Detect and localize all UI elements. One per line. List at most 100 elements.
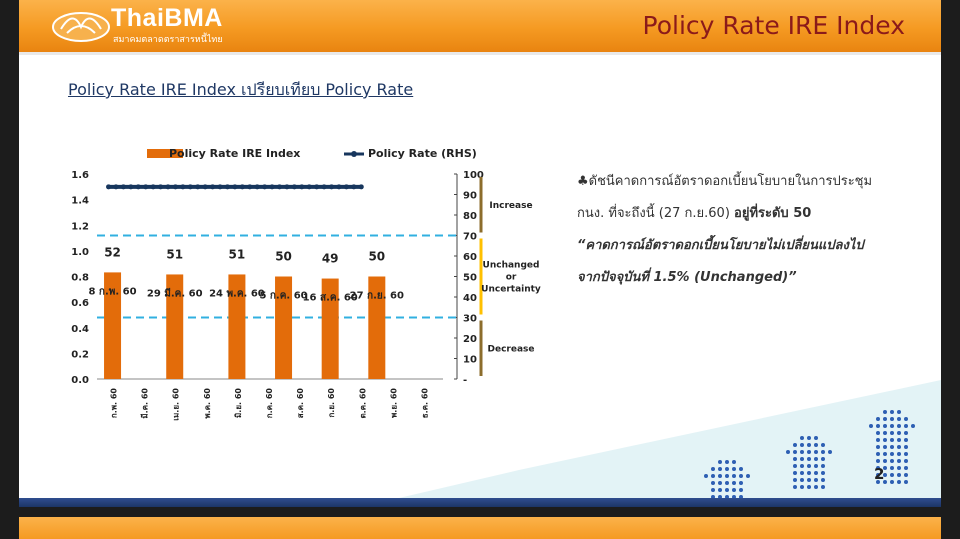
policy-rate-point	[120, 184, 126, 190]
decor-dot	[904, 431, 908, 435]
x-tick-label: ธ.ค. 60	[420, 388, 429, 419]
decor-dot	[732, 474, 736, 478]
policy-rate-point	[329, 184, 335, 190]
policy-rate-point	[106, 184, 112, 190]
x-tick-label: มิ.ย. 60	[234, 388, 243, 418]
decor-dot	[904, 473, 908, 477]
decor-dot	[814, 443, 818, 447]
decor-dot	[876, 452, 880, 456]
decor-dot	[725, 467, 729, 471]
decor-dot	[739, 467, 743, 471]
decor-dot	[718, 481, 722, 485]
decor-dot	[821, 457, 825, 461]
decor-dot	[800, 464, 804, 468]
decor-dot	[725, 460, 729, 464]
note-bullet-text: ดัชนีคาดการณ์อัตราดอกเบี้ยนโยบายในการประ…	[588, 174, 873, 189]
decor-dot	[904, 480, 908, 484]
decor-dot	[883, 445, 887, 449]
policy-rate-point	[321, 184, 327, 190]
decor-dot	[807, 485, 811, 489]
decor-dot	[883, 424, 887, 428]
decor-dot	[897, 473, 901, 477]
policy-rate-point	[143, 184, 149, 190]
y-left-tick-label: 0.8	[71, 273, 89, 284]
bar	[275, 276, 293, 379]
decor-dot	[883, 466, 887, 470]
decor-dot	[725, 474, 729, 478]
policy-rate-point	[187, 184, 193, 190]
x-tick-label: ก.ย. 60	[327, 388, 336, 418]
y-right-tick-label: 20	[463, 334, 477, 345]
decor-dot	[828, 450, 832, 454]
decor-dot	[793, 485, 797, 489]
zone-label: or	[506, 273, 517, 283]
decor-dot	[897, 424, 901, 428]
decor-dot	[876, 466, 880, 470]
decor-dot	[746, 474, 750, 478]
decor-dot	[904, 466, 908, 470]
note-bullet: ♣ดัชนีคาดการณ์อัตราดอกเบี้ยนโยบายในการปร…	[577, 166, 927, 230]
policy-rate-point	[224, 184, 230, 190]
decor-dot	[883, 417, 887, 421]
policy-rate-point	[128, 184, 134, 190]
legend-label-bars: Policy Rate IRE Index	[169, 147, 300, 160]
logo-flower-icon	[52, 12, 110, 42]
decor-dot	[876, 473, 880, 477]
note-bullet-bold: อยู่ที่ระดับ 50	[734, 206, 812, 221]
bar	[166, 274, 184, 379]
policy-rate-point	[135, 184, 141, 190]
y-right-tick-label: 40	[463, 293, 477, 304]
note-bullet-line2: กนง. ที่จะถึงนี้ (27 ก.ย.60)	[577, 206, 735, 221]
decor-dot	[821, 443, 825, 447]
decor-dot	[800, 450, 804, 454]
y-left-tick-label: 1.4	[71, 196, 89, 207]
dotted-arrow-icons	[704, 410, 915, 499]
decor-dot	[883, 480, 887, 484]
decor-dot	[807, 443, 811, 447]
decor-dot	[821, 464, 825, 468]
policy-rate-point	[343, 184, 349, 190]
decor-dot	[904, 438, 908, 442]
y-right-tick-label: 70	[463, 232, 477, 243]
decorative-background	[399, 380, 941, 499]
decor-dot	[807, 478, 811, 482]
decor-dot	[897, 445, 901, 449]
policy-rate-point	[262, 184, 268, 190]
decor-dot	[732, 467, 736, 471]
decor-dot	[711, 474, 715, 478]
y-right-tick-label: -	[463, 375, 467, 386]
decor-dot	[904, 417, 908, 421]
x-tick-label: พ.ค. 60	[203, 388, 212, 419]
decor-dot	[821, 485, 825, 489]
policy-rate-point	[277, 184, 283, 190]
page-title: Policy Rate IRE Index	[642, 11, 905, 40]
decor-dot	[890, 473, 894, 477]
decor-dot	[890, 431, 894, 435]
policy-rate-point	[284, 184, 290, 190]
x-tick-label: ก.ค. 60	[265, 388, 274, 419]
decor-dot	[711, 481, 715, 485]
decor-dot	[883, 473, 887, 477]
x-tick-label: เม.ย. 60	[172, 388, 181, 421]
y-right-tick-label: 80	[463, 211, 477, 222]
x-tick-label: พ.ย. 60	[389, 388, 398, 418]
decor-dot	[897, 417, 901, 421]
decor-dot	[739, 481, 743, 485]
decor-dot	[739, 488, 743, 492]
decor-dot	[814, 485, 818, 489]
x-tick-label: ก.พ. 60	[110, 388, 119, 419]
decor-dot	[897, 459, 901, 463]
decor-dot	[897, 438, 901, 442]
decor-dot	[883, 452, 887, 456]
decor-dot	[883, 410, 887, 414]
decor-dot	[732, 460, 736, 464]
logo-text: ThaiBMA	[111, 4, 223, 32]
decor-dot	[793, 471, 797, 475]
decor-dot	[739, 474, 743, 478]
bar-date-label: 5 ก.ค. 60	[259, 291, 307, 302]
decor-dot	[793, 457, 797, 461]
zone-label: Uncertainty	[481, 285, 541, 295]
bar-date-label: 27 ก.ย. 60	[350, 291, 404, 302]
decor-dot	[890, 438, 894, 442]
decor-dot	[876, 417, 880, 421]
